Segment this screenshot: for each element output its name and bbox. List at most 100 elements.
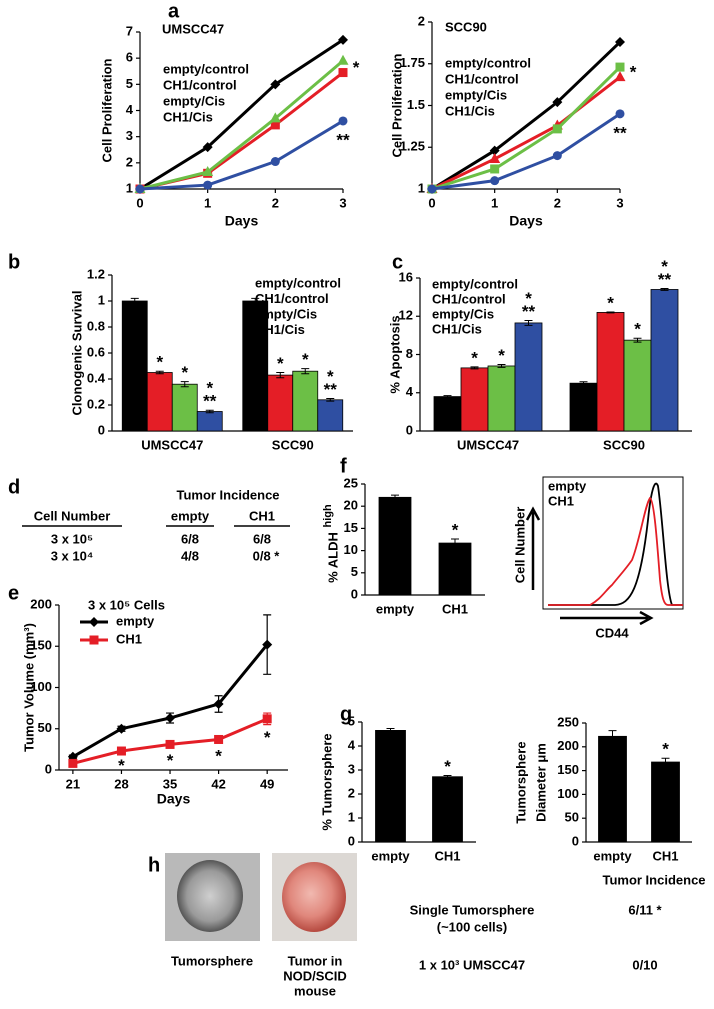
annotation: * (661, 257, 668, 276)
y-tick-label: 25 (344, 475, 358, 490)
bar (375, 730, 406, 843)
x-tick-label: 1 (204, 195, 211, 210)
legend-label: empty/control (445, 55, 531, 70)
point (202, 165, 214, 176)
annotation: * (662, 740, 669, 759)
legend-label: empty/Cis (163, 93, 225, 108)
cell: (~100 cells) (437, 919, 507, 934)
error-bar (608, 730, 617, 743)
point (213, 699, 224, 709)
y-tick-label: 1.5 (407, 97, 425, 112)
bar (378, 496, 412, 596)
legend-label: CH1/Cis (163, 109, 213, 124)
legend-label: empty/control (255, 275, 341, 290)
y-tick-label: 1 (418, 180, 425, 195)
bar (651, 761, 680, 843)
annotation: * (353, 58, 360, 77)
y-tick-label: 250 (557, 714, 579, 729)
bar (514, 322, 543, 432)
cell: 0/8 * (253, 548, 281, 563)
bar (317, 399, 344, 432)
y-tick-label: 20 (344, 498, 358, 513)
legend-marker (89, 617, 99, 627)
y-tick-label: 1.25 (400, 139, 425, 154)
table-header: Tumor Incidence (176, 487, 279, 502)
cell: Single Tumorsphere (410, 902, 535, 917)
y-tick-label: 0.4 (87, 370, 106, 385)
y-tick-label: 3 (126, 128, 133, 143)
point (116, 746, 126, 756)
point (614, 71, 626, 82)
x-tick-label: empty (593, 848, 632, 863)
error-bar (391, 494, 399, 501)
panel-label: h (148, 854, 160, 876)
bar (650, 289, 679, 432)
series-line (431, 112, 621, 191)
bar (196, 411, 223, 432)
y-tick-label: 3 (348, 761, 355, 776)
annotation: * (167, 751, 174, 770)
legend-label: empty (548, 478, 587, 493)
point (203, 180, 213, 190)
error-bar (386, 727, 395, 733)
panel-label: f (340, 455, 347, 477)
x-axis-label: Days (225, 213, 259, 229)
caption: Tumorsphere (171, 953, 253, 968)
legend-label: empty/Cis (432, 306, 494, 321)
y-tick-label: 4 (348, 737, 356, 752)
point (552, 97, 563, 108)
y-tick-label: 2 (348, 785, 355, 800)
y-axis-label: Tumor Volume (mm³) (21, 623, 36, 752)
x-tick-label: 35 (163, 776, 177, 791)
legend-label: empty/control (163, 61, 249, 76)
y-tick-label: 4 (126, 102, 134, 117)
legend-label: empty (116, 613, 155, 628)
legend-label: empty/Cis (255, 306, 317, 321)
y-tick-label: 2 (126, 154, 133, 169)
x-tick-label: 0 (428, 195, 435, 210)
bar (292, 370, 319, 432)
arrow (525, 506, 541, 590)
y-tick-label: 1 (98, 292, 105, 307)
y-tick-label: 0 (572, 833, 579, 848)
y-tick-label: 0.6 (87, 344, 105, 359)
x-tick-label: 3 (339, 195, 346, 210)
error-bar (633, 337, 642, 343)
error-bar (155, 370, 164, 375)
annotation: ** (324, 380, 338, 399)
annotation: ** (203, 392, 217, 411)
bar (596, 312, 625, 432)
annotation: * (302, 350, 309, 369)
y-tick-label: 1 (348, 809, 355, 824)
legend-label: CH1/control (445, 71, 519, 86)
bar (598, 735, 627, 843)
bar (569, 382, 598, 432)
x-tick-label: 42 (211, 776, 225, 791)
x-tick-label: CH1 (652, 848, 678, 863)
y-tick-label: 150 (557, 762, 579, 777)
error-bar (130, 297, 139, 305)
error-bar (470, 366, 479, 370)
series-line (139, 59, 344, 191)
series-line (431, 75, 621, 191)
y-tick-label: 0 (45, 761, 52, 776)
annotation: * (498, 346, 505, 365)
x-tick-label: 3 (616, 195, 623, 210)
x-axis-label: CD44 (595, 625, 629, 640)
legend-label: CH1/Cis (432, 321, 482, 336)
caption: Tumor in (288, 953, 343, 968)
point (337, 54, 349, 65)
y-axis-label: Cell Number (512, 507, 527, 584)
error-bar (451, 538, 459, 548)
y-tick-label: 6 (126, 50, 133, 65)
point (427, 184, 437, 194)
x-tick-label: 28 (114, 776, 128, 791)
x-tick-label: UMSCC47 (457, 437, 519, 452)
caption: mouse (294, 983, 336, 998)
annotation: * (525, 289, 532, 308)
y-tick-label: 10 (344, 542, 358, 557)
x-tick-label: UMSCC47 (141, 437, 203, 452)
point (552, 151, 562, 161)
plot-frame (542, 476, 684, 610)
y-axis-label: Cell Proliferation (389, 53, 404, 157)
